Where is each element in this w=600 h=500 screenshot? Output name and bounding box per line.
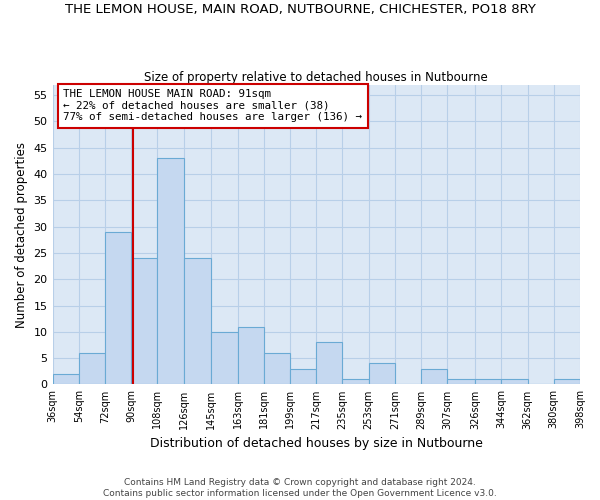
Bar <box>53 374 79 384</box>
Bar <box>184 258 211 384</box>
Text: THE LEMON HOUSE, MAIN ROAD, NUTBOURNE, CHICHESTER, PO18 8RY: THE LEMON HOUSE, MAIN ROAD, NUTBOURNE, C… <box>65 2 535 16</box>
Title: Size of property relative to detached houses in Nutbourne: Size of property relative to detached ho… <box>145 70 488 84</box>
Bar <box>343 379 369 384</box>
Bar <box>290 368 316 384</box>
Bar <box>211 332 238 384</box>
Y-axis label: Number of detached properties: Number of detached properties <box>15 142 28 328</box>
Text: THE LEMON HOUSE MAIN ROAD: 91sqm
← 22% of detached houses are smaller (38)
77% o: THE LEMON HOUSE MAIN ROAD: 91sqm ← 22% o… <box>63 89 362 122</box>
Bar <box>502 379 527 384</box>
X-axis label: Distribution of detached houses by size in Nutbourne: Distribution of detached houses by size … <box>150 437 483 450</box>
Bar <box>448 379 475 384</box>
Bar <box>369 364 395 384</box>
Bar <box>421 368 448 384</box>
Bar <box>316 342 343 384</box>
Bar <box>554 379 580 384</box>
Text: Contains HM Land Registry data © Crown copyright and database right 2024.
Contai: Contains HM Land Registry data © Crown c… <box>103 478 497 498</box>
Bar <box>238 326 264 384</box>
Bar <box>475 379 502 384</box>
Bar <box>131 258 157 384</box>
Bar <box>79 353 105 384</box>
Bar <box>157 158 184 384</box>
Bar <box>105 232 131 384</box>
Bar <box>264 353 290 384</box>
